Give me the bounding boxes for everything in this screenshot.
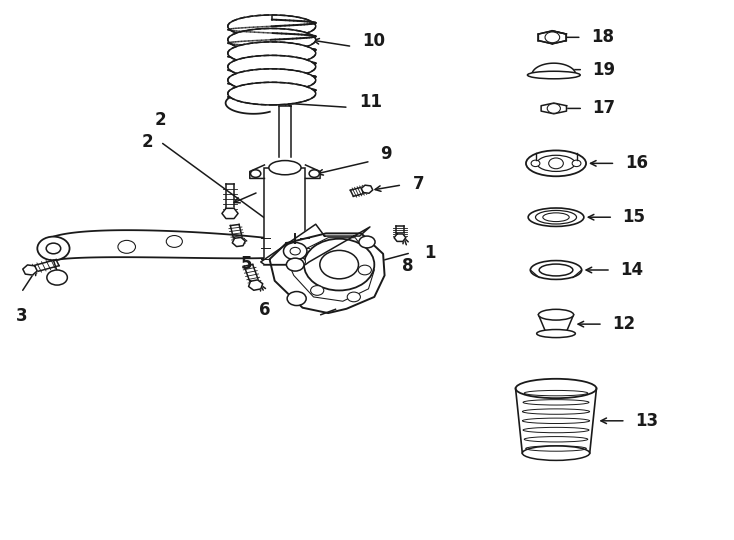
Ellipse shape [543,213,569,221]
Circle shape [167,235,182,247]
Ellipse shape [531,261,581,279]
Ellipse shape [537,156,575,171]
Polygon shape [539,31,567,44]
Ellipse shape [515,379,597,398]
Circle shape [250,170,261,177]
Text: 7: 7 [413,175,424,193]
Circle shape [545,32,560,43]
Text: 2: 2 [142,133,153,151]
Polygon shape [232,238,245,247]
Circle shape [531,160,540,166]
Ellipse shape [523,446,589,461]
Ellipse shape [228,42,316,64]
Circle shape [310,286,324,295]
Circle shape [320,251,358,279]
Polygon shape [361,185,373,193]
Text: 15: 15 [622,208,646,226]
Circle shape [286,258,304,271]
FancyBboxPatch shape [264,167,305,265]
Circle shape [572,160,581,166]
Polygon shape [249,280,263,291]
Polygon shape [541,103,567,114]
Text: 2: 2 [155,111,166,129]
Ellipse shape [526,151,586,176]
Polygon shape [532,63,575,75]
Circle shape [309,170,319,177]
Circle shape [359,236,375,248]
Text: 17: 17 [592,99,616,117]
Circle shape [46,243,61,254]
Text: 9: 9 [380,145,392,163]
Ellipse shape [228,69,316,91]
Circle shape [304,239,374,291]
Circle shape [287,292,306,306]
Ellipse shape [528,71,580,79]
Ellipse shape [228,56,316,78]
Ellipse shape [228,82,316,105]
Text: 4: 4 [270,181,282,199]
Ellipse shape [539,264,573,276]
Ellipse shape [528,208,584,226]
Ellipse shape [537,329,575,338]
Ellipse shape [536,211,576,224]
Polygon shape [269,233,385,313]
Text: 19: 19 [592,60,616,79]
Text: 16: 16 [625,154,648,172]
Ellipse shape [228,29,316,51]
Ellipse shape [539,309,573,320]
Polygon shape [23,265,37,275]
Polygon shape [222,208,238,219]
Text: 14: 14 [620,261,644,279]
Circle shape [283,242,307,260]
Text: 13: 13 [636,412,658,430]
Text: 5: 5 [240,255,252,273]
Polygon shape [394,234,406,241]
Text: 1: 1 [424,244,436,262]
Text: 18: 18 [591,28,614,46]
Circle shape [549,158,563,168]
Text: 8: 8 [401,256,413,274]
Circle shape [37,237,70,260]
Circle shape [358,265,371,275]
Circle shape [347,292,360,302]
Circle shape [292,257,305,267]
Polygon shape [261,224,370,265]
Text: 6: 6 [258,301,270,319]
Ellipse shape [269,160,301,175]
Circle shape [290,247,300,255]
Text: 11: 11 [360,93,382,111]
Text: 12: 12 [612,315,636,333]
Text: 10: 10 [363,32,385,50]
Polygon shape [54,230,284,260]
Circle shape [548,104,561,113]
Circle shape [47,270,68,285]
Text: 3: 3 [15,307,27,325]
Circle shape [118,240,136,253]
Ellipse shape [228,15,316,38]
